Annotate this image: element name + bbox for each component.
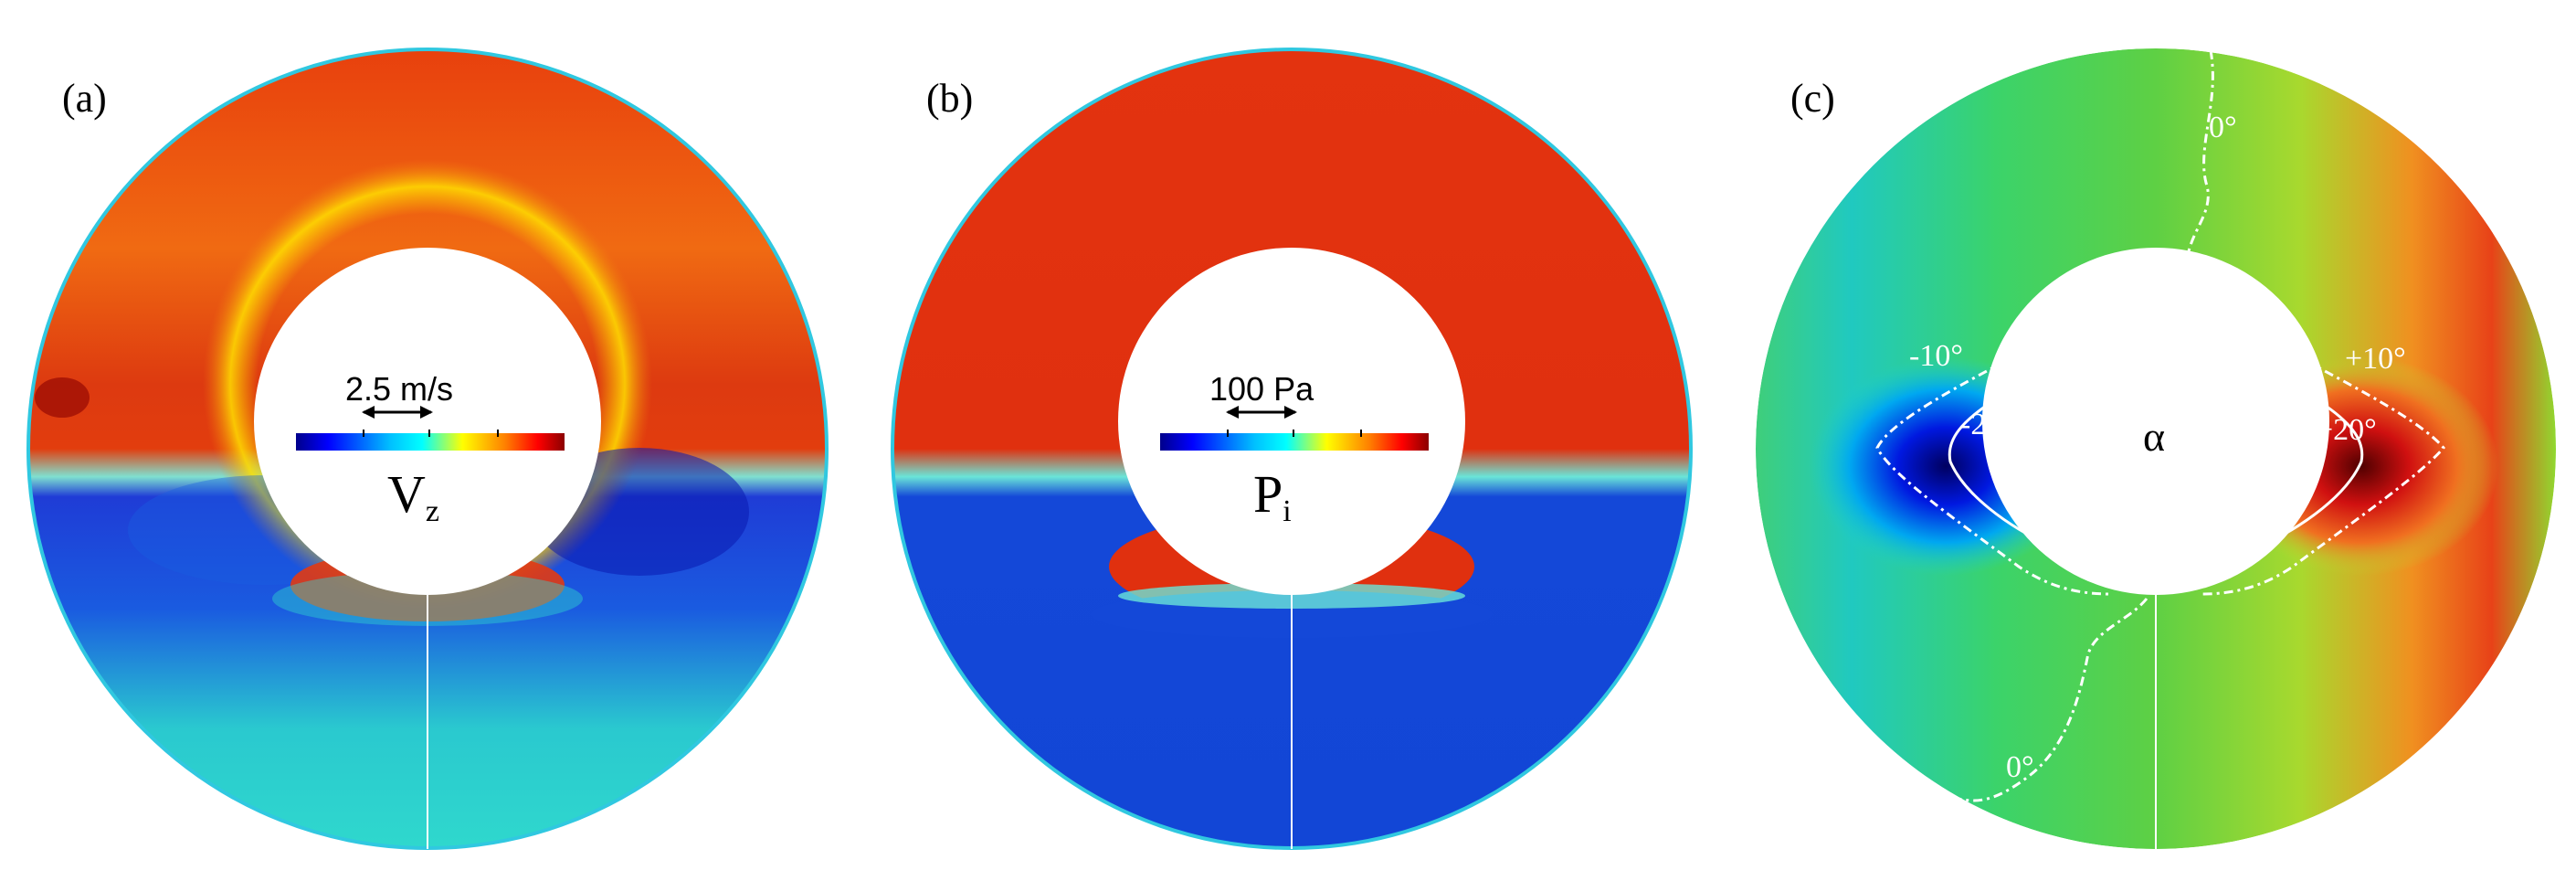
plus10-contour (2201, 359, 2445, 596)
inner-hole (1118, 248, 1465, 595)
zero-contour-bottom (1945, 598, 2148, 802)
scale-label: 2.5 m/s (345, 370, 453, 408)
contour-label-zero-top: 0° (2209, 111, 2237, 144)
panel-a: (a) 2.5 m/s Vz (26, 48, 829, 850)
zero-contour-top (2186, 49, 2214, 257)
scale-arrow (362, 406, 433, 419)
colorbar-symbol: Vz (387, 464, 439, 528)
contour-label-minus10: -10° (1909, 339, 1963, 373)
plus20-contour (2255, 400, 2364, 550)
colorbar (296, 430, 565, 451)
contour-label-minus20: -20° (1960, 408, 2014, 441)
colorbar (1160, 430, 1429, 451)
panel-label: (c) (1790, 76, 1835, 121)
scale-label: 100 Pa (1209, 370, 1314, 408)
panel-b: (b) 100 Pa Pi (891, 48, 1693, 850)
minus10-contour (1875, 359, 2111, 596)
panel-label: (b) (926, 76, 973, 121)
center-symbol: α (2143, 413, 2165, 460)
minus20-contour (1948, 400, 2056, 550)
scale-arrow (1226, 406, 1297, 419)
colorbar-symbol: Pi (1253, 464, 1292, 528)
panel-label: (a) (62, 76, 107, 121)
contour-label-zero-bottom: 0° (2006, 750, 2034, 784)
inner-hole (1982, 248, 2329, 595)
contour-label-plus10: +10° (2345, 342, 2406, 376)
inner-hole (254, 248, 601, 595)
panel-c: (c) 0° 0° -10° -20° +10° +20° α (1756, 48, 2556, 849)
contour-label-plus20: +20° (2316, 413, 2377, 447)
